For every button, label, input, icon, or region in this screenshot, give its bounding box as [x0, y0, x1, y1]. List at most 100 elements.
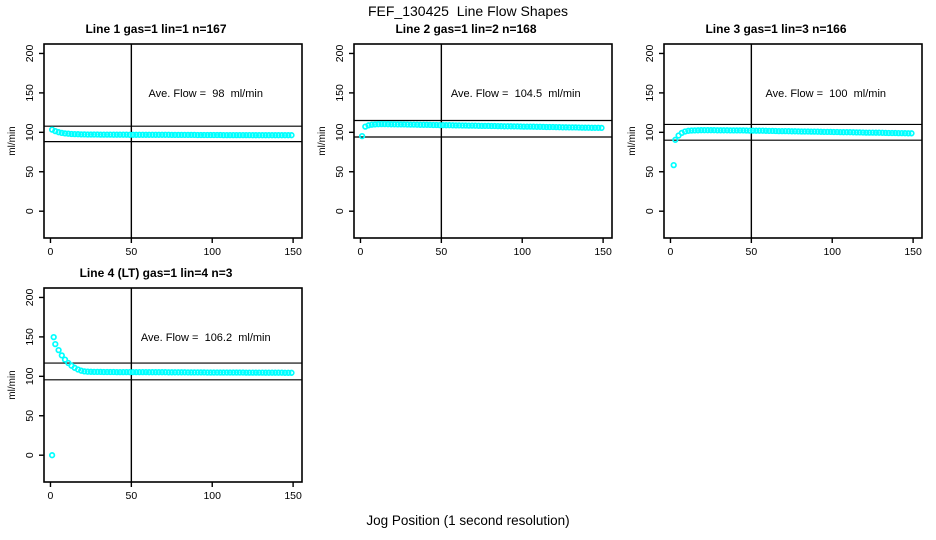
data-point — [740, 127, 747, 134]
y-tick-label: 0 — [24, 452, 36, 458]
y-axis-label: ml/min — [7, 126, 18, 155]
data-point — [720, 127, 727, 134]
data-point — [272, 132, 279, 139]
data-point — [230, 131, 237, 139]
data-point — [116, 368, 124, 376]
data-point — [817, 128, 825, 135]
data-point — [837, 128, 844, 136]
data-point — [236, 369, 243, 376]
data-point — [707, 127, 715, 134]
data-point — [243, 369, 250, 376]
data-point — [110, 368, 117, 376]
data-point — [97, 368, 104, 376]
data-point — [200, 131, 208, 139]
data-point — [685, 127, 692, 134]
data-point — [207, 131, 214, 139]
y-tick-label: 50 — [644, 166, 656, 178]
data-point — [262, 132, 269, 139]
data-point — [808, 128, 815, 135]
data-point — [717, 127, 724, 134]
data-point — [226, 131, 234, 139]
data-point — [585, 124, 592, 131]
data-point — [426, 121, 434, 129]
y-axis-label: ml/min — [7, 370, 18, 399]
data-point — [120, 131, 127, 138]
data-point — [136, 368, 143, 376]
data-point — [184, 369, 192, 376]
data-point — [523, 123, 531, 130]
data-point — [217, 369, 224, 376]
data-point — [110, 131, 117, 138]
data-point — [139, 131, 146, 138]
data-point — [265, 369, 272, 376]
data-point — [133, 368, 140, 376]
data-point — [68, 130, 75, 138]
data-point — [866, 129, 873, 136]
data-point — [123, 368, 130, 376]
data-point — [843, 129, 850, 136]
y-tick-label: 150 — [334, 84, 346, 102]
data-point — [850, 129, 857, 136]
data-point — [239, 369, 247, 376]
data-point — [814, 128, 821, 135]
data-point — [756, 127, 763, 134]
data-point — [268, 369, 276, 376]
data-point — [433, 121, 440, 129]
y-tick-label: 100 — [24, 367, 36, 385]
data-point — [853, 129, 860, 136]
data-point — [472, 122, 479, 129]
data-point — [730, 127, 737, 134]
data-point — [698, 127, 705, 134]
x-tick-label: 50 — [126, 246, 138, 258]
data-point — [285, 132, 292, 139]
data-point — [158, 369, 166, 376]
data-point — [417, 121, 424, 128]
data-point — [252, 132, 260, 139]
data-point — [158, 131, 166, 138]
data-point — [371, 121, 379, 128]
panel-plot: 0 50 100 150 200 0 50 100 150 Ave. Flow = 104.5 m… — [317, 43, 613, 258]
ave-flow-annotation: Ave. Flow = 98 ml/min — [149, 88, 263, 100]
data-point — [220, 131, 227, 139]
data-point — [65, 130, 72, 137]
y-tick-label: 50 — [24, 166, 36, 178]
data-point — [407, 121, 414, 128]
data-point — [455, 122, 463, 129]
data-point — [52, 340, 59, 348]
x-tick-label: 100 — [203, 490, 221, 502]
data-point — [575, 124, 582, 131]
data-point — [811, 128, 818, 135]
data-point — [869, 129, 876, 136]
data-point — [478, 122, 485, 130]
data-point — [733, 127, 740, 134]
data-point — [194, 131, 201, 139]
data-point — [788, 128, 795, 135]
data-point — [81, 368, 88, 375]
data-point — [87, 368, 95, 375]
data-point — [50, 333, 57, 341]
data-point — [578, 124, 586, 131]
data-point — [388, 121, 395, 128]
data-point — [145, 131, 153, 138]
data-point — [55, 129, 62, 136]
figure-title: FEF_130425 Line Flow Shapes — [367, 3, 568, 19]
x-tick-label: 150 — [904, 246, 922, 258]
data-point — [175, 369, 182, 376]
data-point — [178, 369, 185, 376]
x-tick-label: 100 — [823, 246, 841, 258]
data-point — [78, 367, 85, 374]
y-axis-label: ml/min — [317, 126, 328, 155]
ave-flow-annotation: Ave. Flow = 104.5 ml/min — [451, 88, 581, 100]
x-tick-label: 0 — [48, 490, 54, 502]
data-point — [465, 122, 472, 129]
data-point — [759, 127, 766, 134]
data-point — [746, 127, 753, 134]
data-point — [149, 369, 156, 376]
data-point — [255, 132, 263, 139]
panel-line-2: Line 2 gas=1 lin=2 n=168 0 50 100 150 200 0 50 1… — [316, 22, 618, 264]
data-point — [701, 127, 708, 134]
data-point — [468, 122, 476, 129]
data-point — [446, 122, 453, 129]
data-point — [265, 132, 272, 139]
